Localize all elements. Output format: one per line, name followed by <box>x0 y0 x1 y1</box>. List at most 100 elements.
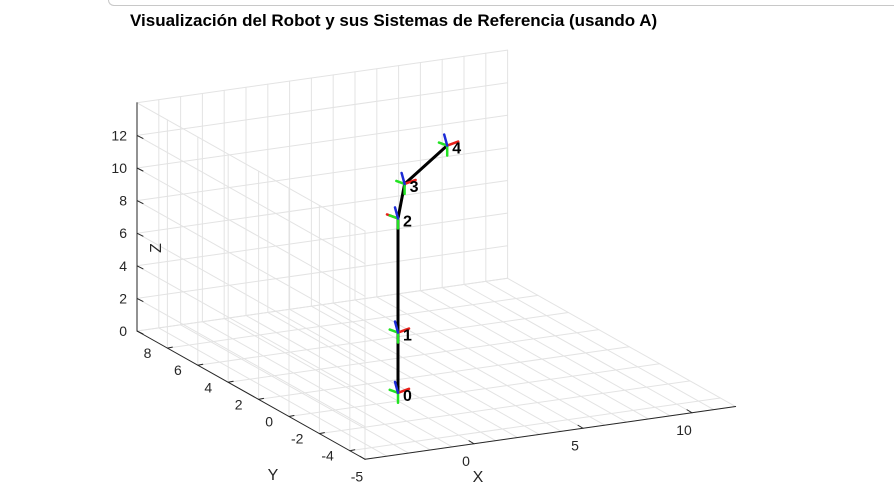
y-tick <box>349 449 356 452</box>
grid-line <box>136 147 509 202</box>
z-tick-label: 8 <box>119 193 127 209</box>
frame-x-axis <box>403 178 417 186</box>
grid-line <box>332 302 562 432</box>
x-tick-label: 10 <box>676 422 692 438</box>
grid-line <box>485 280 715 411</box>
grid-line <box>419 290 649 420</box>
grid-line <box>136 114 509 169</box>
x-axis-line <box>364 406 737 460</box>
grid-line <box>197 312 569 366</box>
grid-line <box>318 380 691 435</box>
frame-label: 0 <box>403 388 412 405</box>
grid <box>136 49 737 460</box>
grid-line <box>288 363 661 417</box>
frame-3: 3 <box>395 171 419 196</box>
z-tick-label: 12 <box>111 127 127 143</box>
chart-title: Visualización del Robot y sus Sistemas d… <box>130 11 658 30</box>
grid-line <box>267 311 497 442</box>
y-tick-label: 6 <box>174 362 182 378</box>
y-tick-label: 0 <box>265 414 273 430</box>
y-tick-label: 8 <box>144 345 152 361</box>
frame-z-axis <box>442 133 449 147</box>
frame-2: 2 <box>385 206 412 230</box>
window-top-border <box>108 0 894 6</box>
reference-frames: 0 1 2 3 4 <box>385 133 461 405</box>
x-tick <box>359 455 366 460</box>
grid-line <box>398 293 628 423</box>
axes <box>136 102 737 460</box>
grid-line <box>201 321 431 451</box>
x-tick-label: 0 <box>462 453 470 469</box>
grid-line <box>136 232 366 362</box>
frame-x-axis <box>396 327 411 334</box>
y-tick <box>227 380 234 383</box>
grid-line <box>441 287 671 417</box>
grid-line <box>376 296 606 426</box>
x-axis-label: X <box>473 469 484 486</box>
robot-link <box>403 144 449 186</box>
grid-line <box>136 134 366 265</box>
x-tick <box>577 424 584 429</box>
z-tick <box>136 134 144 139</box>
frame-z-axis <box>393 320 400 334</box>
z-tick-label: 2 <box>119 290 127 306</box>
y-tick <box>258 397 265 400</box>
grid-line <box>136 167 366 297</box>
grid-line <box>158 327 388 457</box>
z-tick-label: 6 <box>119 225 127 241</box>
frame-label: 3 <box>410 179 419 196</box>
grid-line <box>507 277 737 408</box>
frame-4: 4 <box>437 133 461 158</box>
y-axis-label: Y <box>268 467 279 484</box>
x-tick-label: -5 <box>351 468 364 484</box>
frame-x-axis <box>396 387 411 395</box>
y-tick <box>288 415 295 417</box>
z-tick <box>136 167 144 172</box>
grid-line <box>463 284 693 414</box>
z-tick <box>136 200 144 205</box>
grid-line <box>245 315 475 445</box>
z-tick-label: 4 <box>119 258 127 274</box>
frame-label: 4 <box>452 141 461 158</box>
grid-line <box>136 265 366 395</box>
y-tick-label: 4 <box>204 379 212 395</box>
x-tick <box>468 440 475 445</box>
z-tick <box>136 232 144 237</box>
frame-0: 0 <box>388 380 412 405</box>
grid-line <box>136 102 366 232</box>
frame-label: 1 <box>403 328 412 345</box>
z-tick <box>136 265 144 270</box>
grid-line <box>136 49 509 104</box>
z-tick <box>136 297 144 302</box>
y-tick <box>197 363 204 366</box>
frame-1: 1 <box>388 320 412 345</box>
z-axis-label: Z <box>148 243 165 253</box>
frame-z-axis <box>400 171 406 186</box>
grid-line <box>354 299 584 429</box>
grid-line <box>136 297 366 428</box>
y-tick <box>166 346 173 349</box>
y-tick-label: 2 <box>235 396 243 412</box>
frame-z-axis <box>393 206 400 220</box>
z-tick-label: 10 <box>111 160 127 176</box>
z-tick <box>136 330 144 335</box>
z-tick-label: 0 <box>119 323 127 339</box>
y-tick-label: -2 <box>291 431 304 447</box>
frame-z-axis <box>393 380 400 395</box>
grid-line <box>180 324 410 454</box>
grid-line <box>289 308 519 439</box>
x-tick-label: 5 <box>571 437 579 453</box>
frame-label: 2 <box>403 213 412 230</box>
grid-line <box>258 346 630 400</box>
grid-line <box>223 318 453 448</box>
y-axis-line <box>136 330 366 460</box>
y-tick <box>318 432 325 435</box>
y-tick-label: -4 <box>321 448 334 464</box>
grid-line <box>136 82 509 136</box>
frame-x-axis <box>445 140 460 147</box>
x-tick <box>686 409 693 414</box>
grid-line <box>227 329 600 383</box>
grid-line <box>349 397 721 452</box>
